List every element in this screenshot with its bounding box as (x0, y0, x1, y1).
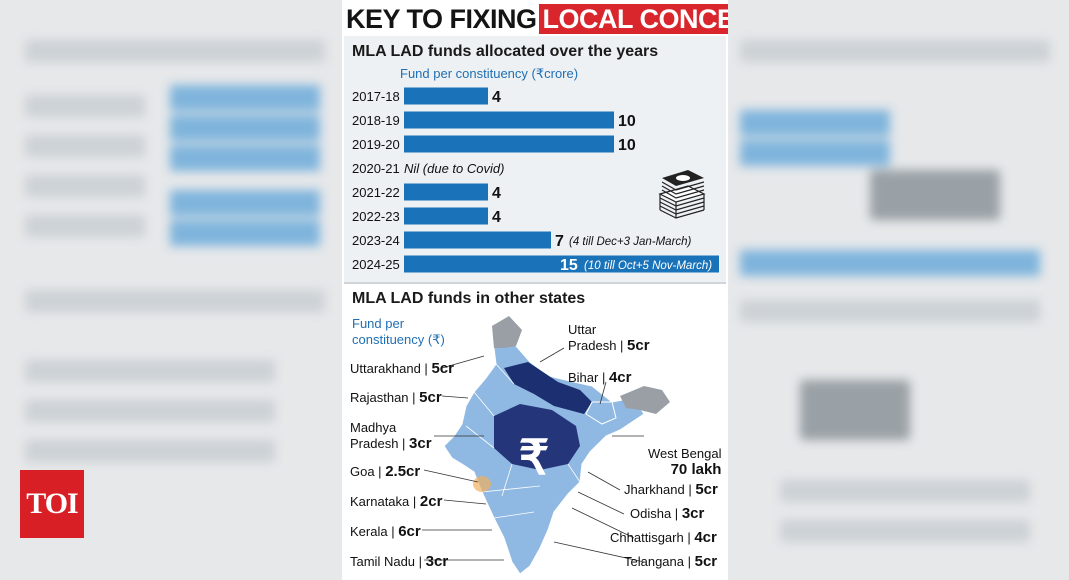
section1-title: MLA LAD funds allocated over the years (352, 43, 659, 60)
bar (404, 255, 719, 273)
money-stack-icon (658, 170, 706, 219)
bar-annotation: Nil (due to Covid) (404, 161, 504, 176)
category-label: 2018-19 (352, 113, 400, 128)
state-uttar-pradesh: Uttar Pradesh | 5cr (568, 322, 650, 354)
bar (404, 87, 488, 105)
bar (404, 231, 551, 249)
state-chhattisgarh: Chhattisgarh | 4cr (610, 529, 717, 546)
category-label: 2019-20 (352, 137, 400, 152)
bar (404, 111, 614, 129)
bar-chart: 2017-18 4 2018-19 10 2019-20 10 2020-21 Nil (du… (352, 87, 719, 274)
bar-annotation: (10 till Oct+5 Nov-March) (584, 260, 712, 272)
value-label: 10 (618, 113, 636, 130)
state-uttarakhand: Uttarakhand | 5cr (350, 360, 454, 377)
section2-title: MLA LAD funds in other states (352, 290, 586, 307)
headline-part2: LOCAL CONCERNS (538, 4, 728, 34)
toi-logo: TOI (20, 470, 84, 538)
rupee-icon: ₹ (519, 432, 550, 485)
category-label: 2023-24 (352, 233, 400, 248)
value-label: 4 (492, 209, 501, 226)
category-label: 2017-18 (352, 89, 400, 104)
bar (404, 207, 488, 225)
state-goa: Goa | 2.5cr (350, 463, 421, 480)
category-label: 2020-21 (352, 161, 400, 176)
state-west-bengal: West Bengal 70 lakh (648, 446, 722, 478)
value-label: 7 (555, 233, 564, 250)
state-karnataka: Karnataka | 2cr (350, 493, 443, 510)
state-kerala: Kerala | 6cr (350, 523, 421, 540)
value-label: 4 (492, 89, 501, 106)
state-telangana: Telangana | 5cr (624, 553, 718, 570)
bar (404, 183, 488, 201)
section2-subtitle-1: Fund per (352, 316, 405, 331)
state-odisha: Odisha | 3cr (630, 505, 705, 522)
value-label: 4 (492, 185, 501, 202)
value-label: 10 (618, 137, 636, 154)
state-rajasthan: Rajasthan | 5cr (350, 389, 442, 406)
category-label: 2021-22 (352, 185, 400, 200)
state-bihar: Bihar | 4cr (568, 369, 632, 386)
state-tamil-nadu: Tamil Nadu | 3cr (350, 553, 449, 570)
bar-annotation: (4 till Dec+3 Jan-March) (569, 236, 692, 248)
headline-part1: KEY TO FIXING (346, 4, 537, 34)
other-states-section: ₹ MLA LAD funds in other states Fund pe (344, 286, 726, 580)
state-jharkhand: Jharkhand | 5cr (624, 481, 718, 498)
bar (404, 135, 614, 153)
category-label: 2024-25 (352, 257, 400, 272)
state-madhya-pradesh: Madhya Pradesh | 3cr (350, 420, 432, 452)
section1-subtitle: Fund per constituency (₹crore) (400, 66, 579, 81)
funds-over-years-section: MLA LAD funds allocated over the years F… (344, 36, 726, 284)
section2-subtitle-2: constituency (₹) (352, 332, 445, 347)
india-map: ₹ (422, 315, 670, 575)
category-label: 2022-23 (352, 209, 400, 224)
value-label: 15 (560, 257, 578, 274)
